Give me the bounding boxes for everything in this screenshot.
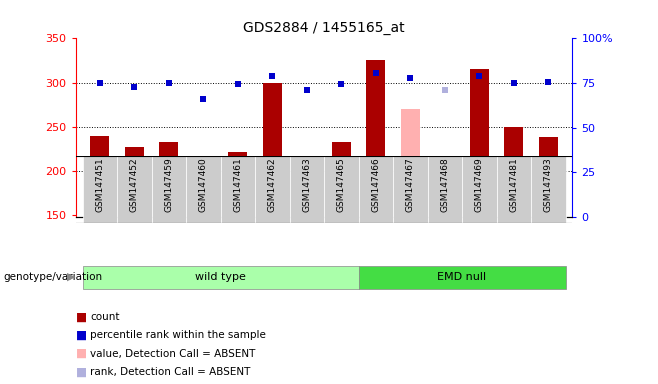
Bar (539, 137, 558, 217)
Text: GSM147462: GSM147462 (268, 157, 277, 212)
Bar (393, 156, 428, 223)
Bar (297, 161, 316, 217)
Bar (401, 109, 420, 217)
Point (198, 96, 209, 103)
Text: percentile rank within the sample: percentile rank within the sample (90, 330, 266, 340)
Bar (359, 266, 566, 289)
Bar (159, 142, 178, 217)
Text: rank, Detection Call = ABSENT: rank, Detection Call = ABSENT (90, 367, 251, 377)
Bar (504, 127, 523, 217)
Text: ■: ■ (76, 310, 87, 323)
Text: GSM147469: GSM147469 (475, 157, 484, 212)
Text: count: count (90, 312, 120, 322)
Text: GSM147493: GSM147493 (544, 157, 553, 212)
Text: genotype/variation: genotype/variation (3, 272, 103, 282)
Text: EMD null: EMD null (438, 272, 487, 282)
Text: ■: ■ (76, 366, 87, 379)
Point (301, 87, 312, 93)
Bar (497, 156, 531, 223)
Text: GSM147461: GSM147461 (234, 157, 242, 212)
Point (232, 81, 243, 88)
Bar (531, 156, 566, 223)
Point (405, 75, 416, 81)
Bar (151, 156, 186, 223)
Bar (436, 173, 454, 217)
Title: GDS2884 / 1455165_at: GDS2884 / 1455165_at (243, 21, 405, 35)
Text: GSM147452: GSM147452 (130, 157, 139, 212)
Text: GSM147467: GSM147467 (406, 157, 415, 212)
Point (129, 84, 139, 90)
Text: GSM147459: GSM147459 (164, 157, 173, 212)
Bar (263, 83, 282, 217)
Bar (220, 156, 255, 223)
Bar (125, 147, 144, 217)
Text: GSM147466: GSM147466 (371, 157, 380, 212)
Point (267, 73, 278, 79)
Text: GSM147468: GSM147468 (440, 157, 449, 212)
Bar (462, 156, 497, 223)
Bar (332, 142, 351, 217)
Bar (117, 156, 151, 223)
Text: GSM147463: GSM147463 (302, 157, 311, 212)
Text: GSM147460: GSM147460 (199, 157, 208, 212)
Bar (359, 156, 393, 223)
Text: wild type: wild type (195, 272, 246, 282)
Bar (194, 214, 213, 217)
Bar (367, 61, 386, 217)
Text: GSM147465: GSM147465 (337, 157, 346, 212)
Text: value, Detection Call = ABSENT: value, Detection Call = ABSENT (90, 349, 255, 359)
Bar (428, 156, 462, 223)
Bar (82, 156, 117, 223)
Point (95, 80, 105, 86)
Text: ■: ■ (76, 347, 87, 360)
Point (164, 80, 174, 86)
Bar (255, 156, 290, 223)
Bar (228, 152, 247, 217)
Bar (324, 156, 359, 223)
Bar (470, 70, 489, 217)
Point (509, 79, 519, 86)
Text: GSM147451: GSM147451 (95, 157, 105, 212)
Bar (82, 266, 359, 289)
Point (543, 79, 553, 85)
Bar (290, 156, 324, 223)
Text: ▶: ▶ (67, 272, 75, 282)
Text: ■: ■ (76, 329, 87, 342)
Point (336, 81, 347, 88)
Point (440, 87, 450, 93)
Bar (90, 136, 109, 217)
Bar (186, 156, 220, 223)
Point (474, 73, 484, 79)
Text: GSM147481: GSM147481 (509, 157, 519, 212)
Point (370, 70, 381, 76)
